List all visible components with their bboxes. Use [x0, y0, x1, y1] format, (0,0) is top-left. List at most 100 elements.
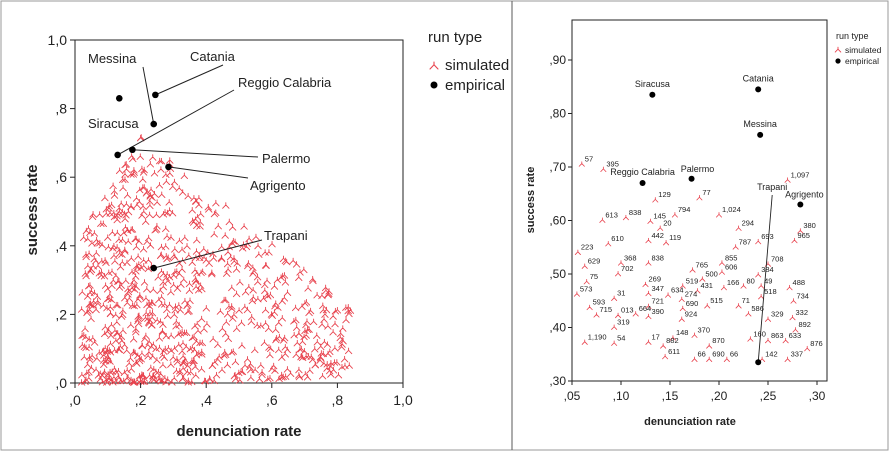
chart-1-simulated-point — [300, 266, 308, 274]
chart-2-callout-line — [757, 194, 773, 363]
chart-1-simulated-point — [92, 249, 100, 257]
chart-2-simulated-point — [679, 305, 686, 312]
chart-2-point-label: 347 — [651, 284, 664, 293]
chart-1-simulated-point — [101, 330, 109, 338]
chart-1-simulated-point — [281, 279, 290, 286]
chart-1-simulated-point — [119, 307, 127, 315]
chart-1-simulated-point — [321, 311, 329, 318]
chart-1-simulated-point — [167, 288, 175, 296]
chart-2-simulated-point — [645, 290, 652, 297]
chart-1-simulated-point — [160, 354, 168, 361]
chart-1-simulated-point — [156, 287, 164, 295]
chart-2-point-label: 586 — [751, 304, 764, 313]
chart-2-simulated-point — [740, 283, 747, 289]
chart-1-simulated-point — [179, 353, 187, 360]
chart-1-simulated-point — [87, 315, 95, 323]
chart-1-simulated-point — [210, 230, 218, 238]
chart-1-simulated-point — [265, 249, 273, 256]
chart-1-simulated-point — [208, 269, 216, 276]
chart-1-simulated-point — [114, 278, 122, 285]
chart-1-simulated-point — [87, 301, 95, 309]
chart-2-simulated-point — [574, 249, 581, 255]
chart-1-simulated-point — [135, 357, 144, 365]
chart-1-simulated-point — [113, 216, 121, 224]
chart-2-point-label: 855 — [725, 253, 738, 262]
chart-1-simulated-point — [104, 295, 112, 303]
chart-1-simulated-point — [106, 210, 114, 217]
chart-1-simulated-point — [119, 184, 127, 192]
chart-2-point-label: 876 — [810, 339, 823, 348]
chart-2-simulated-point — [645, 313, 652, 320]
chart-1-simulated-point — [157, 166, 165, 173]
chart-2-point-label: 20 — [663, 219, 671, 228]
chart-1-simulated-point — [132, 243, 141, 251]
chart-1-simulated-point — [188, 259, 196, 266]
chart-1-simulated-point — [281, 373, 290, 380]
chart-1-simulated-point — [171, 246, 179, 253]
chart-1-simulated-point — [156, 375, 164, 383]
chart-1-simulated-point — [86, 282, 94, 289]
chart-1-point-label: Messina — [88, 51, 137, 66]
chart-2-simulated-point — [600, 166, 607, 173]
chart-1-simulated-point — [89, 335, 97, 342]
chart-2-simulated-point — [669, 335, 676, 341]
chart-1-simulated-point — [280, 294, 289, 302]
chart-1-simulated-point — [109, 245, 117, 252]
chart-1-simulated-point — [173, 355, 181, 363]
chart-1-simulated-point — [272, 300, 280, 307]
chart-2-point-label: 515 — [710, 296, 723, 305]
chart-1-simulated-point — [157, 268, 166, 275]
chart-2-y-tick-label: ,40 — [549, 321, 566, 335]
chart-1-simulated-point — [339, 337, 347, 345]
chart-1-simulated-point — [233, 325, 241, 332]
chart-1-simulated-point — [250, 268, 258, 275]
chart-2-legend: run type simulated empirical — [834, 31, 882, 66]
chart-1-simulated-point — [275, 333, 284, 341]
chart-1-simulated-point — [105, 347, 113, 354]
chart-1-simulated-point — [209, 335, 217, 343]
chart-1-simulated-point — [175, 237, 184, 245]
chart-2-point-label: 80 — [747, 276, 755, 285]
chart-1-simulated-point — [103, 379, 111, 386]
chart-1-simulated-point — [239, 245, 247, 252]
chart-1-simulated-point — [115, 167, 124, 175]
chart-1-simulated-point — [82, 376, 90, 384]
chart-1-simulated-point — [107, 376, 115, 384]
chart-1-simulated-point — [289, 257, 297, 265]
chart-1-simulated-point — [116, 263, 125, 271]
chart-1-callout-line — [132, 149, 259, 158]
chart-2-point-label: 380 — [803, 221, 816, 230]
chart-1-simulated-point — [295, 274, 303, 282]
chart-2-simulated-point — [732, 244, 739, 250]
chart-2-empirical-point — [757, 131, 764, 138]
chart-1-simulated-point — [100, 273, 109, 280]
chart-1-simulated-point — [126, 355, 135, 363]
chart-1-simulated-point — [143, 285, 151, 293]
chart-1-simulated-point — [155, 335, 163, 342]
chart-2-point-label: 787 — [739, 237, 752, 246]
chart-1-simulated-point — [78, 289, 86, 296]
chart-1-simulated-point — [202, 305, 210, 312]
chart-2-simulated-point — [797, 228, 804, 234]
chart-1-x-tick-label: ,0 — [69, 392, 81, 408]
chart-1-simulated-point — [196, 339, 204, 347]
chart-1-simulated-point — [184, 192, 192, 200]
chart-1-simulated-point — [84, 262, 92, 270]
chart-1-simulated-point — [145, 320, 154, 327]
chart-2-simulated-point — [792, 327, 799, 333]
chart-2-simulated-point — [689, 267, 696, 273]
chart-2-point-label: 319 — [617, 318, 630, 327]
chart-1-simulated-point — [263, 277, 271, 285]
chart-1-simulated-point — [295, 373, 304, 381]
chart-1-simulated-point — [134, 317, 142, 325]
chart-1-simulated-point — [175, 321, 183, 329]
chart-2-x-tick-label: ,30 — [809, 389, 826, 403]
chart-1-simulated-point — [172, 322, 180, 330]
chart-2-point-label: 119 — [669, 233, 681, 242]
chart-1-simulated-point — [94, 262, 102, 270]
chart-2-simulated-point — [605, 241, 612, 247]
chart-1-simulated-point — [157, 371, 165, 378]
chart-1-simulated-point — [339, 325, 347, 332]
chart-1-simulated-point — [319, 302, 327, 310]
chart-1-simulated-point — [272, 326, 280, 334]
